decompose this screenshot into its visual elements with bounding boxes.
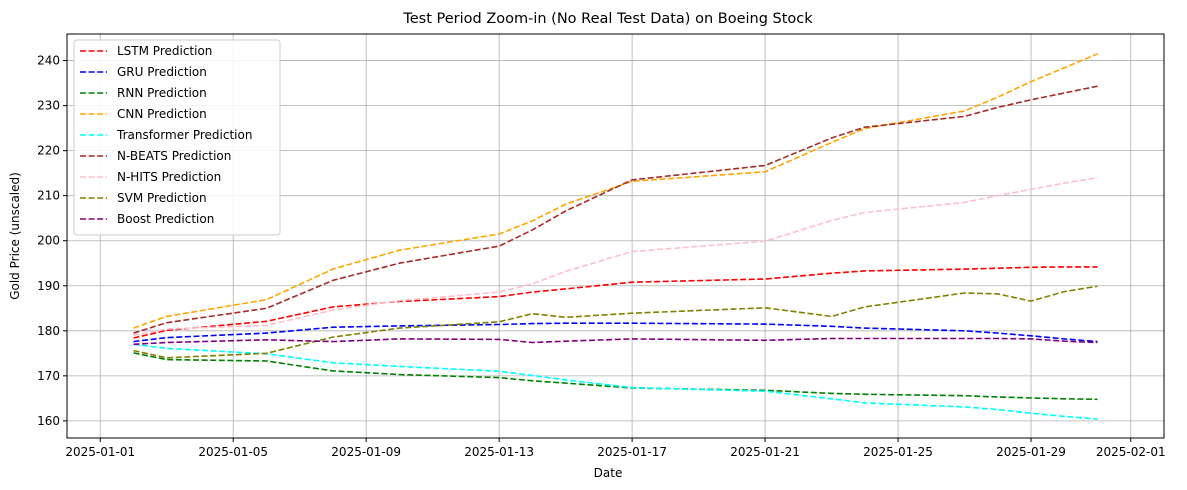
series-line — [133, 266, 1098, 339]
chart-title: Test Period Zoom-in (No Real Test Data) … — [402, 11, 813, 27]
x-tick-label: 2025-01-01 — [65, 445, 135, 459]
x-tick-label: 2025-02-01 — [1096, 445, 1166, 459]
y-tick-label: 210 — [37, 189, 60, 203]
legend-label: N-HITS Prediction — [117, 170, 221, 184]
legend-label: Transformer Prediction — [116, 128, 252, 142]
y-axis: 160 170 180 190 200 210 220 230 240 — [37, 54, 67, 428]
series-line — [133, 85, 1098, 334]
x-tick-label: 2025-01-05 — [198, 445, 268, 459]
y-tick-label: 240 — [37, 54, 60, 68]
x-axis: 2025-01-01 2025-01-05 2025-01-09 2025-01-13… — [65, 438, 1166, 459]
y-tick-label: 180 — [37, 324, 60, 338]
x-tick-label: 2025-01-21 — [730, 445, 800, 459]
series-lines — [133, 53, 1098, 420]
series-line — [133, 337, 1098, 346]
x-tick-label: 2025-01-09 — [331, 445, 401, 459]
legend-label: LSTM Prediction — [117, 44, 212, 58]
plot-area — [66, 33, 1165, 439]
legend: LSTM Prediction GRU Prediction RNN Predict… — [73, 39, 281, 236]
legend-label: SVM Prediction — [117, 191, 207, 205]
legend-label: CNN Prediction — [117, 107, 207, 121]
x-tick-label: 2025-01-17 — [597, 445, 667, 459]
legend-label: N-BEATS Prediction — [117, 149, 231, 163]
y-tick-label: 190 — [37, 279, 60, 293]
x-axis-label: Date — [594, 466, 623, 480]
legend-label: GRU Prediction — [117, 65, 207, 79]
series-line — [133, 343, 1098, 420]
series-line — [133, 176, 1098, 337]
y-tick-label: 170 — [37, 369, 60, 383]
y-axis-label: Gold Price (unscaled) — [8, 172, 22, 300]
legend-label: RNN Prediction — [117, 86, 207, 100]
legend-label: Boost Prediction — [117, 212, 214, 226]
legend-frame — [73, 39, 281, 236]
x-tick-label: 2025-01-25 — [863, 445, 933, 459]
series-line — [133, 53, 1098, 329]
y-tick-label: 200 — [37, 234, 60, 248]
x-tick-label: 2025-01-13 — [464, 445, 534, 459]
y-tick-label: 160 — [37, 414, 60, 428]
x-tick-label: 2025-01-29 — [996, 445, 1066, 459]
y-tick-label: 220 — [37, 144, 60, 158]
series-line — [133, 322, 1098, 343]
series-line — [133, 285, 1098, 359]
y-tick-label: 230 — [37, 99, 60, 113]
